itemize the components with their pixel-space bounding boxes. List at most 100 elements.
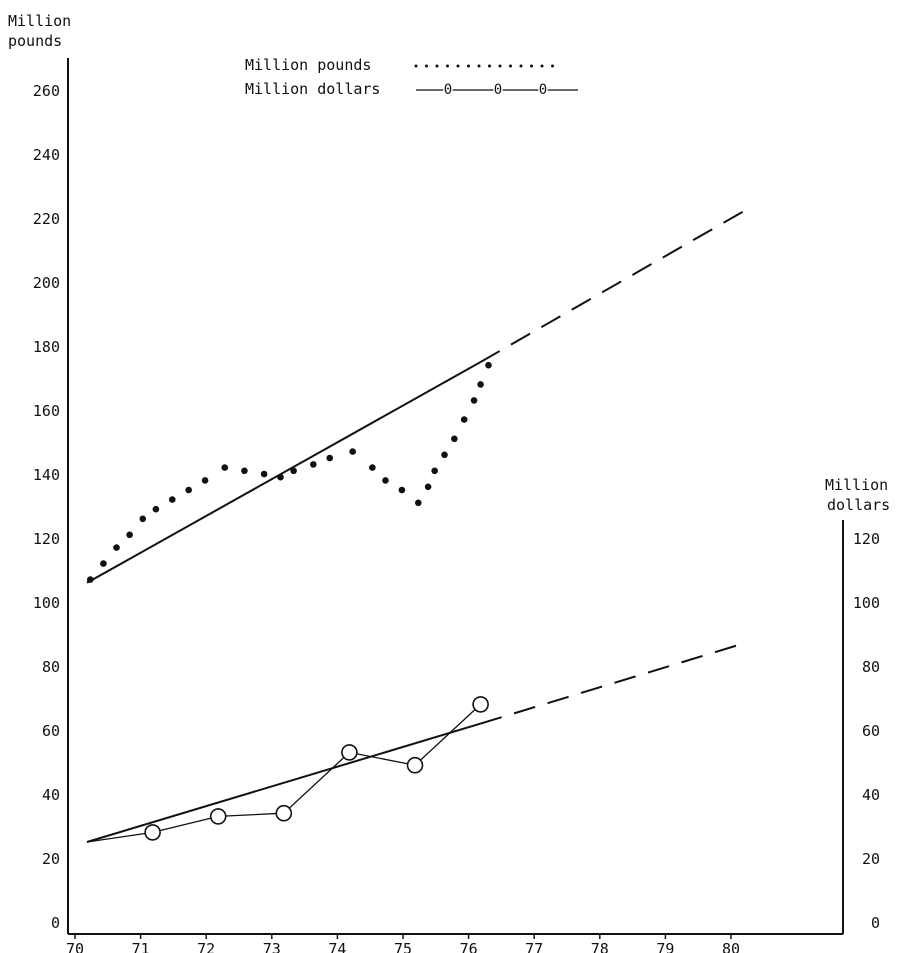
dollars-trend-line-solid bbox=[86, 722, 481, 843]
left-tick-label: 200 bbox=[33, 274, 60, 292]
x-tick-label: 71 bbox=[132, 940, 150, 953]
left-tick-label: 140 bbox=[33, 466, 60, 484]
x-tick-label: 73 bbox=[263, 940, 281, 953]
legend-pounds-dot bbox=[435, 64, 439, 68]
right-tick-label: 20 bbox=[862, 850, 880, 868]
pounds-data-point bbox=[168, 496, 176, 503]
legend-pounds-dot bbox=[488, 64, 491, 68]
pounds-data-point bbox=[470, 397, 478, 404]
axes bbox=[67, 58, 844, 935]
x-tick-label: 79 bbox=[656, 940, 674, 953]
pounds-data-point bbox=[185, 486, 192, 494]
left-tick-label: 160 bbox=[33, 402, 60, 420]
right-tick-label: 60 bbox=[862, 722, 880, 740]
x-tick-label: 74 bbox=[328, 940, 346, 953]
left-tick-label: 180 bbox=[33, 338, 60, 356]
right-tick-label: 40 bbox=[862, 786, 880, 804]
x-tick-label: 72 bbox=[197, 940, 215, 953]
left-tick-label: 40 bbox=[42, 786, 60, 804]
pounds-data-point bbox=[460, 416, 468, 423]
legend-pounds-dot bbox=[509, 64, 512, 68]
x-tick-label: 78 bbox=[591, 940, 609, 953]
legend-pounds-dot bbox=[498, 64, 502, 68]
left-tick-label: 0 bbox=[51, 914, 60, 932]
dollars-data-point bbox=[472, 696, 489, 713]
legend-pounds-dot bbox=[477, 64, 481, 68]
left-tick-label: 260 bbox=[33, 82, 60, 100]
left-axis-ticks: 0 20 40 60 80 100 120 140 160 180 200 220 240 260 bbox=[33, 82, 60, 932]
dollars-data-point bbox=[341, 744, 358, 761]
dollars-data-point bbox=[406, 756, 424, 774]
left-tick-label: 220 bbox=[33, 210, 60, 228]
pounds-data-point bbox=[241, 467, 248, 475]
pounds-data-point bbox=[451, 435, 458, 443]
legend-pounds-dot bbox=[414, 64, 418, 68]
pounds-trend-line-projection bbox=[480, 210, 744, 363]
pounds-data-point bbox=[349, 448, 356, 455]
pounds-data-point bbox=[424, 483, 432, 491]
pounds-data-point bbox=[113, 544, 120, 551]
legend-pounds-dot bbox=[530, 64, 533, 68]
left-tick-label: 20 bbox=[42, 850, 60, 868]
right-axis-label-line2: dollars bbox=[827, 496, 890, 514]
legend-dollars-marker: 0 bbox=[444, 82, 452, 98]
pounds-data-point bbox=[326, 454, 334, 462]
legend: Million pounds Million dollars 0 0 0 bbox=[245, 56, 578, 100]
legend-pounds-dot bbox=[519, 64, 523, 68]
pounds-data-point bbox=[431, 467, 438, 475]
x-tick-label: 80 bbox=[722, 940, 740, 953]
legend-pounds-dot bbox=[446, 64, 449, 68]
legend-pounds-label: Million pounds bbox=[245, 56, 371, 74]
x-tick-label: 70 bbox=[66, 940, 84, 953]
pounds-data-point bbox=[441, 451, 448, 459]
right-tick-label: 100 bbox=[853, 594, 880, 612]
left-axis-label-line1: Million bbox=[8, 12, 71, 30]
legend-pounds-dot bbox=[467, 64, 470, 68]
series-layer bbox=[86, 210, 744, 843]
legend-dollars-marker: 0 bbox=[539, 82, 547, 98]
pounds-data-point bbox=[369, 464, 376, 471]
pounds-data-point bbox=[398, 486, 406, 494]
right-axis-label: Million dollars bbox=[825, 476, 890, 514]
pounds-data-point bbox=[477, 381, 484, 388]
right-tick-label: 80 bbox=[862, 658, 880, 676]
right-axis-ticks: 0 20 40 60 80 100 120 bbox=[853, 530, 880, 932]
pounds-data-point bbox=[152, 505, 160, 513]
dollars-data-point bbox=[209, 808, 227, 825]
left-tick-label: 80 bbox=[42, 658, 60, 676]
legend-dollars-marker: 0 bbox=[494, 82, 502, 98]
left-axis-label: Million pounds bbox=[8, 12, 71, 50]
legend-pounds-dot bbox=[456, 64, 460, 68]
right-axis-label-line1: Million bbox=[825, 476, 888, 494]
pounds-data-point bbox=[139, 515, 147, 523]
legend-pounds-dot bbox=[540, 64, 544, 68]
x-tick-label: 75 bbox=[394, 940, 412, 953]
legend-dollars-sample: 0 0 0 bbox=[416, 81, 578, 100]
pounds-data-point bbox=[260, 470, 268, 478]
legend-dollars-label: Million dollars bbox=[245, 80, 380, 98]
left-axis-label-line2: pounds bbox=[8, 32, 62, 50]
dollars-data-point bbox=[144, 824, 161, 841]
pounds-data-point bbox=[201, 477, 209, 484]
pounds-data-point bbox=[290, 467, 297, 475]
x-axis-ticks: 70 71 72 73 74 75 76 77 78 79 80 bbox=[66, 934, 740, 953]
x-tick-label: 77 bbox=[525, 940, 543, 953]
pounds-data-point bbox=[100, 560, 107, 567]
pounds-data-point bbox=[414, 499, 422, 507]
left-tick-label: 240 bbox=[33, 146, 60, 164]
pounds-data-point bbox=[485, 361, 492, 369]
x-tick-label: 76 bbox=[460, 940, 478, 953]
pounds-data-point bbox=[221, 464, 229, 471]
right-tick-label: 120 bbox=[853, 530, 880, 548]
left-tick-label: 60 bbox=[42, 722, 60, 740]
legend-pounds-dots bbox=[414, 64, 554, 68]
dollars-data-point bbox=[275, 804, 293, 822]
pounds-trend-line-solid bbox=[86, 361, 482, 584]
pounds-data-point bbox=[382, 477, 389, 484]
legend-pounds-dot bbox=[551, 64, 554, 68]
left-tick-label: 100 bbox=[33, 594, 60, 612]
pounds-data-point bbox=[126, 531, 133, 539]
left-tick-label: 120 bbox=[33, 530, 60, 548]
pounds-data-point bbox=[310, 461, 317, 468]
